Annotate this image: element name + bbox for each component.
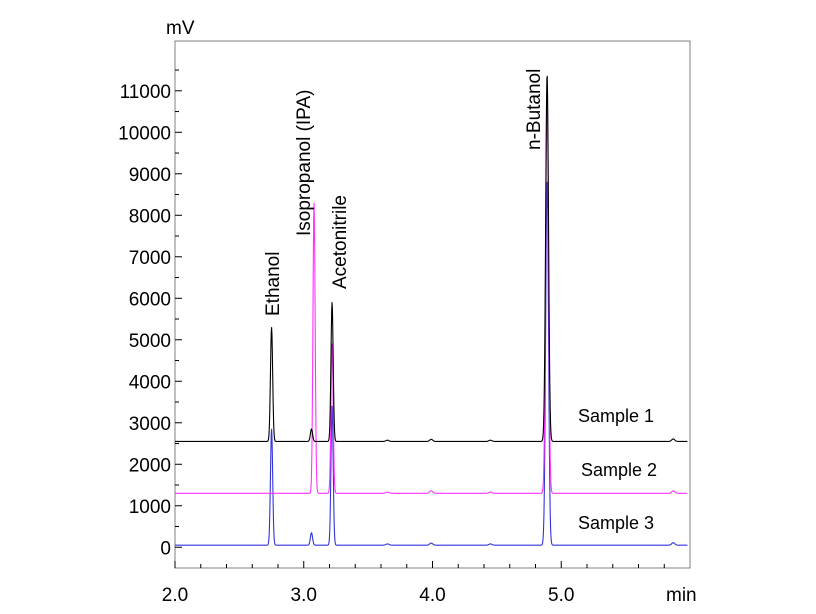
plot-frame — [174, 40, 691, 569]
x-tick-label: 5.0 — [548, 585, 574, 606]
x-tick-label: 4.0 — [419, 585, 445, 606]
y-tick-label: 2000 — [129, 455, 171, 476]
y-tick-label: 7000 — [129, 248, 171, 269]
y-tick-label: 10000 — [118, 123, 171, 144]
y-tick-label: 8000 — [129, 206, 171, 227]
x-axis-unit-label: min — [666, 585, 697, 606]
y-tick-label: 1000 — [129, 497, 171, 518]
series-label-sample-3: Sample 3 — [578, 513, 654, 533]
trace-sample-2 — [174, 92, 688, 494]
peak-label-isopropanol: Isopropanol (IPA) — [294, 90, 315, 236]
y-tick-label: 5000 — [129, 331, 171, 352]
y-tick-label: 9000 — [129, 165, 171, 186]
trace-sample-3 — [174, 181, 688, 546]
chromatogram-traces — [174, 75, 688, 546]
y-tick-label: 4000 — [129, 372, 171, 393]
y-tick-label: 0 — [160, 538, 171, 559]
peak-label-ethanol: Ethanol — [263, 252, 284, 316]
y-tick-label: 11000 — [120, 82, 171, 103]
series-label-sample-1: Sample 1 — [578, 406, 654, 426]
x-tick-label: 3.0 — [291, 585, 317, 606]
y-axis-ticks: 0 1000 2000 3000 4000 5000 6000 7000 8000 9000 100… — [118, 69, 182, 559]
peak-label-acetonitrile: Acetonitrile — [330, 195, 351, 289]
y-tick-label: 6000 — [129, 289, 171, 310]
y-tick-label: 3000 — [129, 414, 171, 435]
x-tick-label: 2.0 — [162, 585, 188, 606]
peak-label-n-butanol: n-Butanol — [524, 69, 545, 150]
y-axis-unit-label: mV — [166, 18, 195, 39]
x-axis-ticks: 2.0 3.0 4.0 5.0 — [162, 561, 665, 606]
series-label-sample-2: Sample 2 — [581, 460, 657, 480]
trace-sample-1 — [174, 75, 688, 442]
